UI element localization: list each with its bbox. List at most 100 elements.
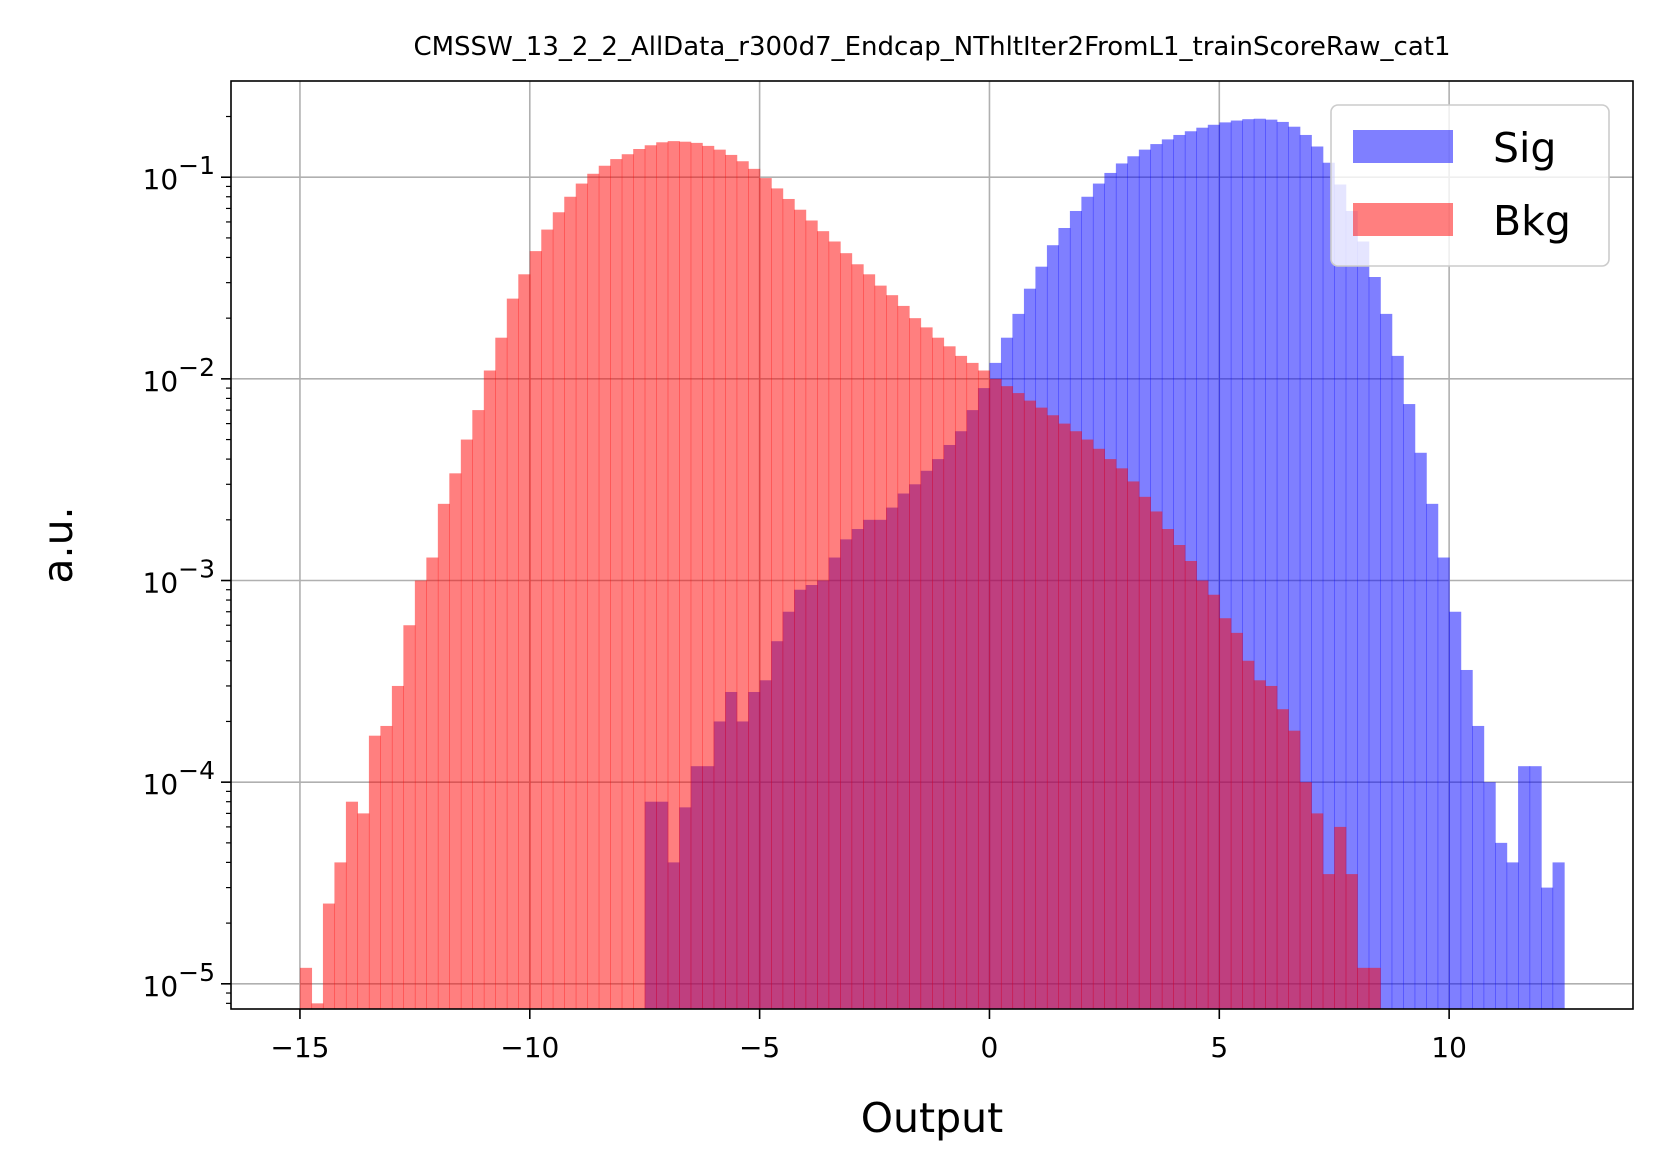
bar-bkg [1196,580,1209,1009]
bar-sig [1380,313,1393,1009]
bar-bkg [437,503,450,1009]
bar-bkg [886,295,899,1009]
bar-bkg [1173,545,1186,1009]
bar-bkg [1253,680,1266,1009]
bar-bkg [472,410,485,1010]
bar-bkg [506,298,519,1009]
bar-bkg [529,251,542,1009]
bar-bkg [322,903,336,1009]
bar-sig [1403,404,1416,1009]
bar-bkg [311,1003,324,1009]
bar-bkg [1230,632,1243,1009]
bar-bkg [518,274,531,1009]
bar-bkg [656,142,669,1010]
bar-bkg [1322,874,1335,1009]
x-tick-label: 5 [1210,1031,1228,1064]
histogram-bars [299,118,1565,1010]
bar-bkg [725,154,738,1009]
bar-bkg [1299,782,1312,1009]
bar-bkg [644,145,657,1009]
bar-bkg [1058,423,1071,1010]
bar-bkg [1069,431,1082,1010]
y-tick-label: 10−4 [143,756,216,801]
bar-bkg [851,264,864,1009]
bar-bkg [1046,415,1060,1009]
bar-sig [1426,503,1439,1009]
axis-ticks: −15 −10 −5 0 5 10 10−1 10−2 10−3 10−4 10−5 [143,115,1467,1064]
bar-bkg [1115,468,1128,1010]
bar-sig [1357,241,1370,1010]
bar-bkg [713,149,726,1009]
bar-bkg [702,145,715,1009]
bar-bkg [679,141,692,1009]
bar-bkg [1012,393,1025,1010]
bar-bkg [368,735,381,1009]
bar-sig [1483,782,1496,1009]
bar-sig [1437,557,1450,1009]
bar-bkg [1092,448,1105,1009]
legend-label-sig: Sig [1493,124,1556,172]
bar-bkg [1150,511,1163,1009]
bar-bkg [736,161,749,1010]
bar-bkg [1288,730,1301,1009]
bar-sig [1552,862,1565,1009]
y-tick-label: 10−2 [143,353,216,398]
bar-bkg [621,154,634,1010]
bar-bkg [403,625,416,1009]
bar-bkg [1127,481,1140,1009]
bar-bkg [1104,459,1117,1010]
bar-bkg [1357,967,1370,1009]
bar-bkg [828,241,841,1010]
bar-bkg [1138,496,1151,1010]
bar-sig [1345,210,1358,1010]
bar-bkg [1311,813,1324,1009]
bar-bkg [460,439,473,1009]
bar-sig [1334,184,1347,1009]
bar-bkg [989,378,1002,1009]
bar-bkg [598,165,611,1010]
bar-bkg [1345,874,1358,1009]
bar-bkg [977,370,991,1009]
bar-bkg [897,305,910,1009]
bar-bkg [575,183,588,1009]
bar-bkg [954,355,968,1009]
y-tick-label: 10−3 [143,555,216,600]
chart-title: CMSSW_13_2_2_AllData_r300d7_Endcap_NThlt… [413,32,1450,62]
bar-bkg [541,229,554,1009]
bar-bkg [932,337,945,1009]
y-tick-label: 10−1 [143,151,216,196]
plot-frame [230,80,1634,1010]
bar-bkg [1219,618,1232,1009]
bar-bkg [1161,529,1174,1009]
bar-bkg [1000,386,1014,1009]
bar-bkg [426,557,439,1009]
bar-sig [1541,887,1554,1009]
bar-sig [1529,766,1542,1009]
bar-bkg [334,862,347,1009]
bar-bkg [610,159,623,1009]
x-tick-label: −10 [500,1031,559,1064]
bar-sig [1472,725,1485,1009]
x-axis-label: Output [861,1094,1003,1142]
bar-bkg [1242,660,1255,1009]
bar-bkg [391,685,404,1009]
bar-bkg [920,327,933,1009]
bar-bkg [345,801,359,1009]
bar-sig [1368,277,1381,1009]
bar-bkg [483,370,496,1009]
bar-sig [1460,669,1473,1009]
bar-bkg [449,473,462,1010]
bar-bkg [564,196,577,1009]
y-tick-label: 10−5 [143,958,216,1003]
bar-bkg [1035,407,1048,1009]
x-tick-label: −5 [739,1031,780,1064]
bar-sig [1518,766,1531,1009]
bar-bkg [1276,709,1289,1009]
y-axis-label: a.u. [34,506,82,583]
bar-bkg [909,318,922,1009]
legend-label-bkg: Bkg [1493,197,1571,245]
bar-bkg [1334,826,1347,1009]
bar-bkg [357,813,370,1009]
bar-bkg [380,725,393,1009]
